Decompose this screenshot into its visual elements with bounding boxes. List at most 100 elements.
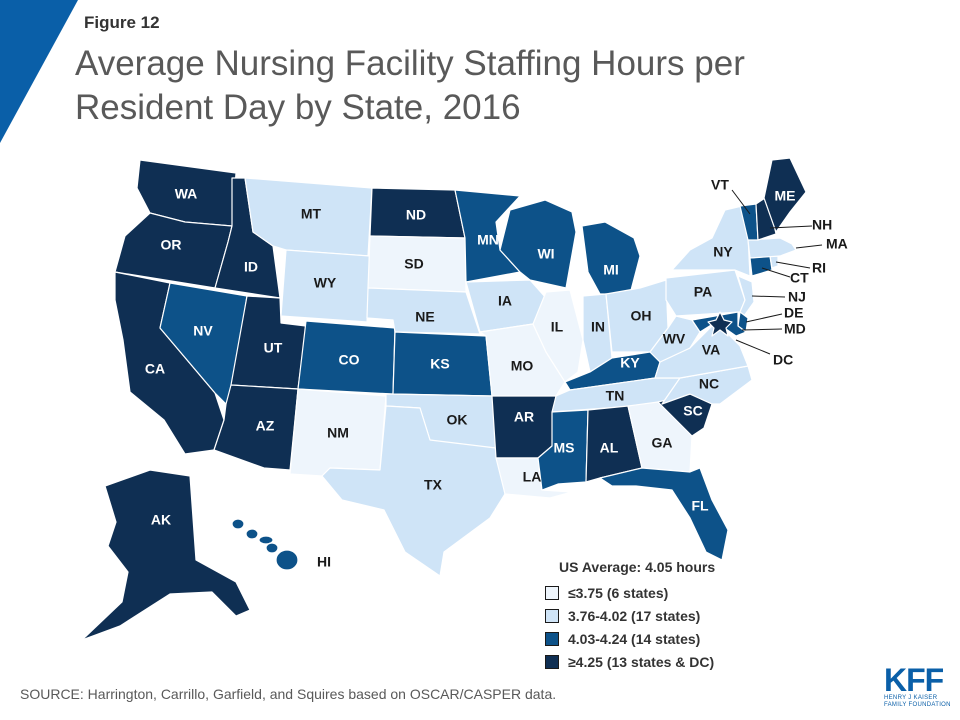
label-HI: HI (317, 554, 331, 570)
label-MN: MN (477, 232, 499, 248)
label-TX: TX (424, 477, 443, 493)
state-TX[interactable] (321, 405, 506, 577)
state-AK[interactable] (81, 469, 251, 641)
label-NJ: NJ (788, 289, 806, 305)
label-NH: NH (812, 217, 832, 233)
label-GA: GA (652, 435, 673, 451)
label-WV: WV (663, 331, 686, 347)
state-MA[interactable] (747, 237, 797, 259)
source-note: SOURCE: Harrington, Carrillo, Garfield, … (20, 686, 557, 702)
leader-DE (745, 313, 783, 323)
label-ID: ID (244, 259, 258, 275)
state-CT[interactable] (749, 255, 773, 277)
figure-label: Figure 12 (84, 13, 160, 32)
label-CT: CT (790, 270, 809, 286)
legend-swatch (545, 585, 559, 600)
leader-VT (731, 189, 751, 215)
label-PA: PA (694, 284, 712, 300)
label-NM: NM (327, 425, 349, 441)
label-WA: WA (175, 186, 198, 202)
label-NV: NV (193, 323, 213, 339)
label-OK: OK (447, 412, 468, 428)
hi-island-maui (265, 542, 279, 554)
corner-accent (0, 0, 78, 143)
label-DE: DE (784, 305, 803, 321)
legend-swatch (545, 608, 559, 623)
leader-MD (741, 328, 783, 331)
legend-label: 4.03-4.24 (14 states) (568, 630, 701, 647)
state-ME[interactable] (763, 157, 807, 233)
leader-CT (761, 267, 791, 278)
legend-swatch (545, 654, 559, 669)
hi-island-molokai (258, 535, 274, 545)
label-CA: CA (145, 361, 165, 377)
label-IL: IL (551, 319, 564, 335)
legend-item: 4.03-4.24 (14 states) (545, 627, 715, 650)
leader-MA (795, 244, 823, 249)
legend-label: 3.76-4.02 (17 states) (568, 607, 701, 624)
leader-RI (775, 261, 811, 269)
state-GA[interactable] (627, 401, 693, 473)
state-NY[interactable] (671, 205, 751, 277)
label-KS: KS (430, 356, 449, 372)
page-title: Average Nursing Facility Staffing Hours … (75, 44, 745, 127)
label-CO: CO (339, 352, 360, 368)
label-OR: OR (161, 237, 182, 253)
legend-label: ≤3.75 (6 states) (568, 584, 669, 601)
label-TN: TN (606, 388, 625, 404)
label-LA: LA (523, 469, 542, 485)
state-DC[interactable] (707, 311, 733, 337)
leader-lines (731, 189, 823, 355)
leader-DC (735, 339, 771, 355)
legend-title: US Average: 4.05 hours (559, 559, 716, 575)
state-WI[interactable] (499, 199, 577, 289)
label-SC: SC (683, 403, 702, 419)
label-KY: KY (620, 355, 640, 371)
leader-NJ (751, 295, 786, 298)
label-ME: ME (775, 188, 796, 204)
legend-item: ≥4.25 (13 states & DC) (545, 650, 715, 673)
label-AZ: AZ (256, 418, 275, 434)
label-AL: AL (600, 440, 619, 456)
hi-island-kauai (231, 518, 245, 530)
label-NY: NY (713, 244, 733, 260)
state-FL[interactable] (599, 467, 729, 561)
hi-island-oahu (245, 528, 259, 540)
label-NC: NC (699, 376, 719, 392)
corner-triangle (0, 0, 78, 143)
logo-subtitle-2: FAMILY FOUNDATION (884, 702, 951, 708)
label-VA: VA (702, 342, 720, 358)
label-AK: AK (151, 512, 171, 528)
label-ND: ND (406, 207, 426, 223)
state-MI[interactable] (581, 221, 641, 295)
state-WY[interactable] (280, 249, 371, 323)
label-MD: MD (784, 321, 806, 337)
label-AR: AR (514, 409, 534, 425)
state-AR[interactable] (491, 395, 557, 459)
label-IN: IN (591, 319, 605, 335)
label-MT: MT (301, 206, 322, 222)
label-MS: MS (554, 440, 575, 456)
legend-swatch (545, 631, 559, 646)
label-UT: UT (264, 340, 283, 356)
kff-logo: KFF HENRY J KAISER FAMILY FOUNDATION (884, 662, 954, 709)
label-IA: IA (498, 293, 512, 309)
legend-item: 3.76-4.02 (17 states) (545, 604, 715, 627)
label-VT: VT (711, 177, 729, 193)
label-FL: FL (691, 498, 709, 514)
label-NE: NE (415, 309, 434, 325)
state-IL[interactable] (532, 289, 584, 383)
state-HI[interactable] (231, 518, 299, 571)
label-WI: WI (537, 246, 554, 262)
legend: US Average: 4.05 hours ≤3.75 (6 states) … (545, 559, 715, 673)
label-MI: MI (603, 262, 619, 278)
legend-label: ≥4.25 (13 states & DC) (568, 653, 715, 670)
label-OH: OH (631, 308, 652, 324)
hi-island-big (275, 549, 299, 571)
legend-item: ≤3.75 (6 states) (545, 581, 715, 604)
leader-NH (769, 225, 813, 229)
label-RI: RI (812, 260, 826, 276)
logo-text: KFF (884, 662, 944, 698)
label-SD: SD (404, 256, 423, 272)
